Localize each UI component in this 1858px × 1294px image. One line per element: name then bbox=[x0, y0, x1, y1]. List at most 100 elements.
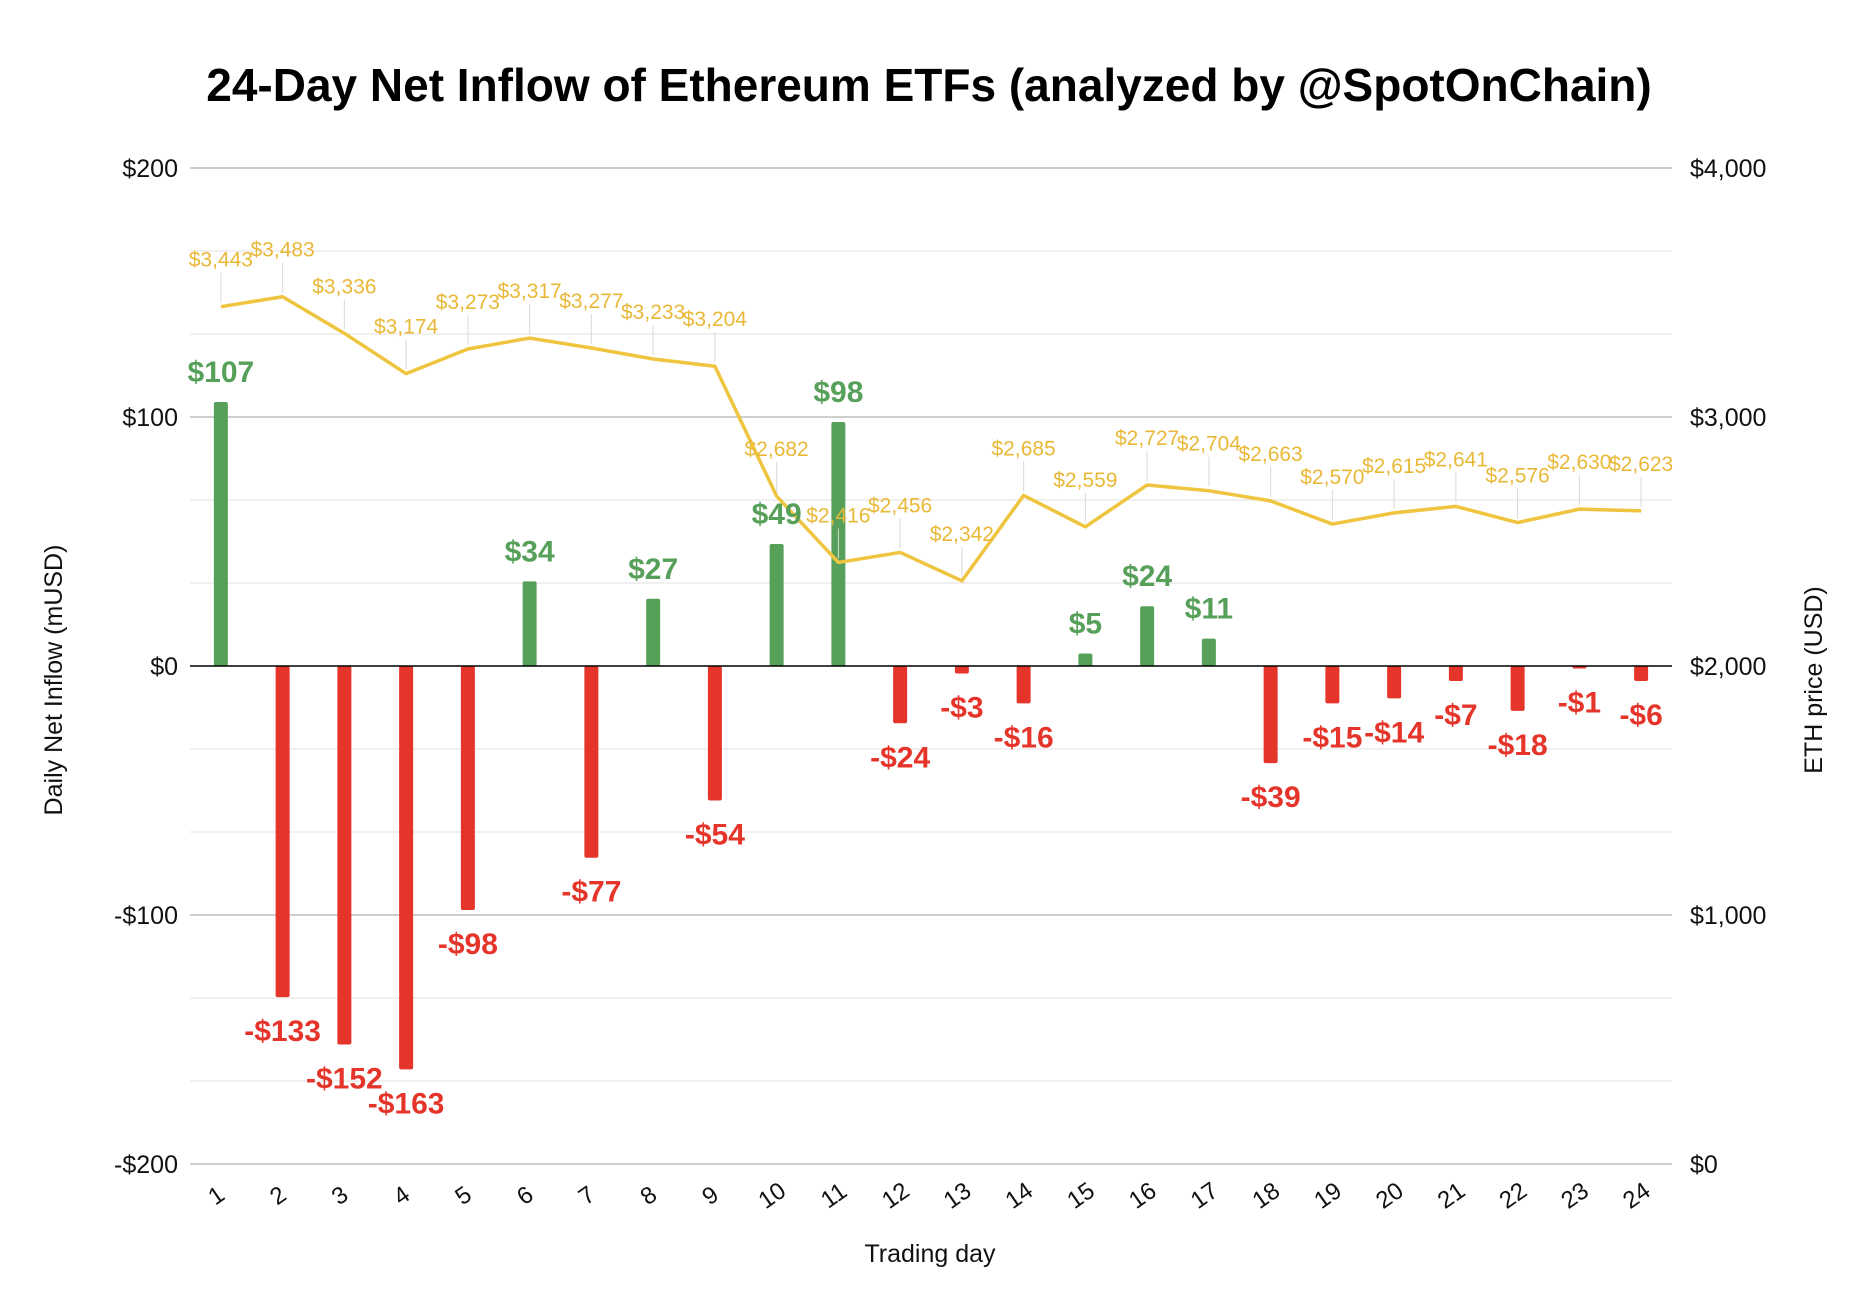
y-tick-label: -$200 bbox=[114, 1151, 178, 1179]
inflow-bar bbox=[646, 598, 661, 666]
price-label: $2,623 bbox=[1609, 453, 1673, 476]
price-label: $3,273 bbox=[436, 291, 500, 314]
bar-value-label: -$15 bbox=[1302, 721, 1362, 754]
price-label: $2,342 bbox=[930, 523, 994, 546]
inflow-bar bbox=[1448, 666, 1463, 681]
bar-value-label: -$133 bbox=[244, 1015, 321, 1048]
y2-tick-label: $2,000 bbox=[1690, 653, 1766, 681]
inflow-bar bbox=[1201, 638, 1216, 666]
x-tick-label: 23 bbox=[1556, 1177, 1593, 1214]
inflow-bar bbox=[893, 666, 908, 724]
inflow-bar bbox=[769, 543, 784, 666]
x-tick-label: 8 bbox=[636, 1181, 662, 1211]
chart-title: 24-Day Net Inflow of Ethereum ETFs (anal… bbox=[206, 59, 1652, 111]
price-label: $2,704 bbox=[1177, 433, 1242, 456]
grid-lines bbox=[190, 167, 1672, 1165]
price-label: $3,174 bbox=[374, 316, 439, 339]
price-label: $2,630 bbox=[1547, 451, 1611, 474]
inflow-bar bbox=[1325, 666, 1340, 704]
price-line-layer bbox=[220, 294, 1642, 583]
bar-value-label: $11 bbox=[1185, 593, 1233, 626]
price-label: $3,443 bbox=[189, 249, 253, 272]
x-tick-label: 20 bbox=[1371, 1177, 1408, 1214]
y2-tick-label: $3,000 bbox=[1690, 404, 1766, 432]
price-label: $2,456 bbox=[868, 494, 932, 517]
price-label: $3,483 bbox=[251, 239, 315, 262]
inflow-bar bbox=[460, 666, 475, 911]
x-tick-label: 15 bbox=[1062, 1177, 1099, 1214]
y-tick-label: $200 bbox=[122, 155, 178, 183]
bar-value-label: -$152 bbox=[306, 1062, 383, 1095]
bar-value-label: -$14 bbox=[1364, 716, 1424, 749]
eth-price-line bbox=[220, 294, 1642, 583]
bar-value-label: -$16 bbox=[994, 721, 1054, 754]
x-tick-label: 16 bbox=[1124, 1177, 1161, 1214]
bar-value-label: -$1 bbox=[1558, 686, 1601, 719]
bar-value-label: -$7 bbox=[1434, 699, 1477, 732]
x-tick-label: 11 bbox=[816, 1178, 852, 1214]
price-label: $2,576 bbox=[1486, 465, 1550, 488]
inflow-bar bbox=[213, 402, 228, 666]
x-tick-label: 9 bbox=[697, 1181, 723, 1211]
inflow-bar bbox=[337, 666, 352, 1045]
price-label: $2,570 bbox=[1300, 466, 1364, 489]
bar-value-label: -$98 bbox=[438, 928, 498, 961]
inflow-bar bbox=[954, 666, 969, 674]
bar-value-label: $24 bbox=[1122, 560, 1172, 593]
price-label: $2,641 bbox=[1424, 448, 1488, 471]
inflow-bar bbox=[584, 666, 599, 858]
bar-value-label: $5 bbox=[1069, 608, 1102, 641]
y2-axis-title: ETH price (USD) bbox=[1800, 586, 1828, 774]
bar-value-label: -$3 bbox=[940, 691, 983, 724]
bar-value-label: -$163 bbox=[368, 1087, 445, 1120]
price-label: $3,277 bbox=[559, 290, 623, 313]
x-tick-label: 3 bbox=[327, 1181, 353, 1211]
price-label: $2,559 bbox=[1053, 469, 1117, 492]
y-tick-label: -$100 bbox=[114, 902, 178, 930]
y2-tick-label: $0 bbox=[1690, 1151, 1718, 1179]
price-label: $3,204 bbox=[683, 308, 748, 331]
bar-value-label: $107 bbox=[188, 356, 255, 389]
x-tick-label: 19 bbox=[1309, 1177, 1346, 1214]
inflow-bar bbox=[1387, 666, 1402, 699]
y2-tick-label: $1,000 bbox=[1690, 902, 1766, 930]
inflow-bar bbox=[1140, 606, 1155, 666]
price-label: $2,685 bbox=[992, 437, 1056, 460]
x-tick-label: 4 bbox=[389, 1181, 415, 1211]
bar-value-label: -$18 bbox=[1488, 729, 1548, 762]
x-tick-label: 17 bbox=[1186, 1177, 1223, 1214]
x-tick-label: 1 bbox=[203, 1181, 229, 1211]
price-label: $2,615 bbox=[1362, 455, 1426, 478]
price-label: $2,682 bbox=[745, 438, 809, 461]
bar-value-label: -$24 bbox=[870, 741, 930, 774]
inflow-bar bbox=[707, 666, 722, 801]
x-tick-label: 12 bbox=[877, 1177, 914, 1214]
bar-value-label: $34 bbox=[505, 535, 555, 568]
x-axis-title: Trading day bbox=[864, 1240, 996, 1268]
data-labels: $3,443$3,483$3,336$3,174$3,273$3,317$3,2… bbox=[188, 239, 1674, 1121]
bar-value-label: -$39 bbox=[1241, 781, 1301, 814]
price-label: $3,336 bbox=[312, 275, 376, 298]
inflow-bar bbox=[1510, 666, 1525, 711]
inflow-bars bbox=[213, 402, 1649, 1070]
x-tick-label: 21 bbox=[1433, 1177, 1470, 1214]
x-tick-label: 2 bbox=[265, 1181, 291, 1211]
price-label: $2,727 bbox=[1115, 427, 1179, 450]
x-tick-label: 13 bbox=[939, 1177, 976, 1214]
x-tick-label: 22 bbox=[1495, 1177, 1532, 1214]
inflow-bar bbox=[522, 581, 537, 666]
inflow-bar bbox=[1634, 666, 1649, 681]
x-tick-label: 14 bbox=[1001, 1177, 1038, 1214]
y2-tick-label: $4,000 bbox=[1690, 155, 1766, 183]
bar-value-label: -$77 bbox=[561, 876, 621, 909]
inflow-bar bbox=[399, 666, 414, 1070]
inflow-bar bbox=[1016, 666, 1031, 704]
y-tick-label: $0 bbox=[150, 653, 178, 681]
price-label: $3,233 bbox=[621, 301, 685, 324]
price-label: $2,416 bbox=[806, 504, 870, 527]
x-tick-label: 24 bbox=[1618, 1177, 1655, 1214]
bar-value-label: $27 bbox=[628, 553, 678, 586]
price-label: $3,317 bbox=[498, 280, 562, 303]
inflow-bar bbox=[1263, 666, 1278, 764]
